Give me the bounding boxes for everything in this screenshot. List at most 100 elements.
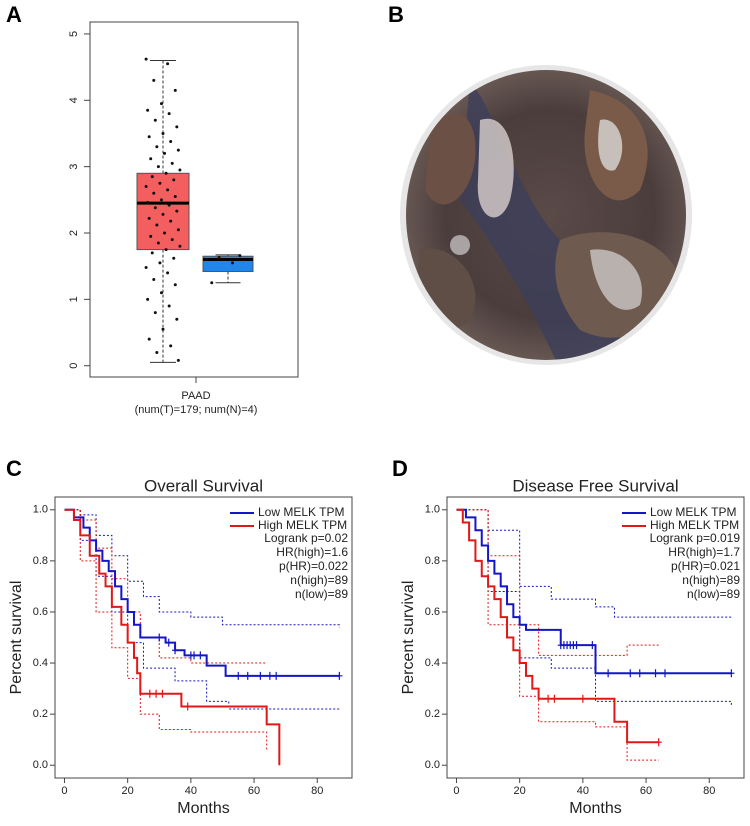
data-point [170,161,174,165]
censor-mark [156,633,163,642]
data-point [161,327,165,331]
legend-label: Low MELK TPM [650,505,736,519]
x-tick-label: PAAD [181,390,210,402]
plot-frame [54,496,353,779]
data-point [169,344,173,348]
data-point [155,223,159,227]
annotation: n(low)=89 [687,587,740,601]
data-point [175,317,179,321]
data-point [176,148,180,152]
data-point [164,248,168,252]
annotation: p(HR)=0.021 [671,559,740,573]
annotation: n(high)=89 [290,573,348,587]
data-point [155,350,159,354]
data-point [149,234,153,238]
censor-mark [579,694,586,703]
data-point [158,181,162,185]
data-point [147,337,151,341]
plot-frame [89,21,299,378]
x-tick-label: 60 [248,785,260,797]
confidence-band [456,509,659,656]
tissue-image [400,65,692,365]
legend-label: High MELK TPM [258,518,347,532]
x-tick-label: 0 [61,785,67,797]
data-point [170,238,174,242]
y-tick-label: 4 [68,97,80,103]
x-tick-label: 0 [453,785,459,797]
x-tick-label: 40 [185,785,197,797]
censor-mark [165,638,172,647]
data-point [176,358,180,362]
data-point [166,62,170,66]
panel-label: B [388,2,404,27]
confidence-band [64,509,340,628]
annotation: Logrank p=0.02 [264,531,348,545]
data-point [230,261,234,265]
y-tick-label: 2 [68,230,80,236]
censor-mark [551,694,558,703]
data-point [159,102,163,106]
data-point [150,175,154,179]
censor-mark [655,738,662,747]
annotation: Logrank p=0.019 [650,531,741,545]
data-point [167,203,171,207]
data-point [147,216,151,220]
data-point [166,271,170,275]
y-tick-label: 0.4 [33,657,48,669]
censor-mark [728,669,735,678]
x-tick-label: 60 [640,785,652,797]
legend-label: High MELK TPM [650,518,739,532]
y-tick-label: 1 [68,296,80,302]
censor-mark [197,651,204,660]
survival-curve [456,508,659,744]
x-tick-label: 80 [703,785,715,797]
x-note: (num(T)=179; num(N)=4) [135,404,258,416]
censor-mark [545,694,552,703]
confidence-band [64,509,268,750]
data-point [169,139,173,143]
data-point [167,112,171,116]
data-point [164,171,168,175]
data-point [156,165,160,169]
censor-mark [636,669,643,678]
censor-mark [244,671,251,680]
data-point [176,228,180,232]
data-point [172,178,176,182]
data-point [155,145,159,149]
chart-title: Disease Free Survival [512,476,678,495]
data-point [175,125,179,129]
data-point [153,311,157,315]
y-axis-label: Percent survival [400,581,417,695]
survival-curve [64,508,340,677]
data-point [152,78,156,82]
y-tick-label: 0.6 [33,606,48,618]
data-point [158,261,162,265]
y-tick-label: 0.6 [425,606,440,618]
y-tick-label: 0.0 [33,759,48,771]
censor-mark [172,646,179,655]
data-point [175,209,179,213]
data-point [161,212,165,216]
data-point [172,256,176,260]
censor-mark [257,671,264,680]
censor-mark [191,651,198,660]
data-point [163,151,167,155]
data-point [161,131,165,135]
data-point [146,200,150,204]
y-tick-label: 1.0 [33,504,48,516]
y-tick-label: 0.2 [425,708,440,720]
censor-mark [235,671,242,680]
y-tick-label: 5 [68,31,80,37]
data-point [144,266,148,270]
box [136,172,190,251]
censor-mark [159,689,166,698]
data-point [167,304,171,308]
panel-label: D [392,456,408,481]
censor-mark [662,669,669,678]
annotation: HR(high)=1.6 [276,545,348,559]
data-point [144,57,148,61]
data-point [163,231,167,235]
plot-frame [446,496,745,779]
panel-label: A [6,2,22,27]
